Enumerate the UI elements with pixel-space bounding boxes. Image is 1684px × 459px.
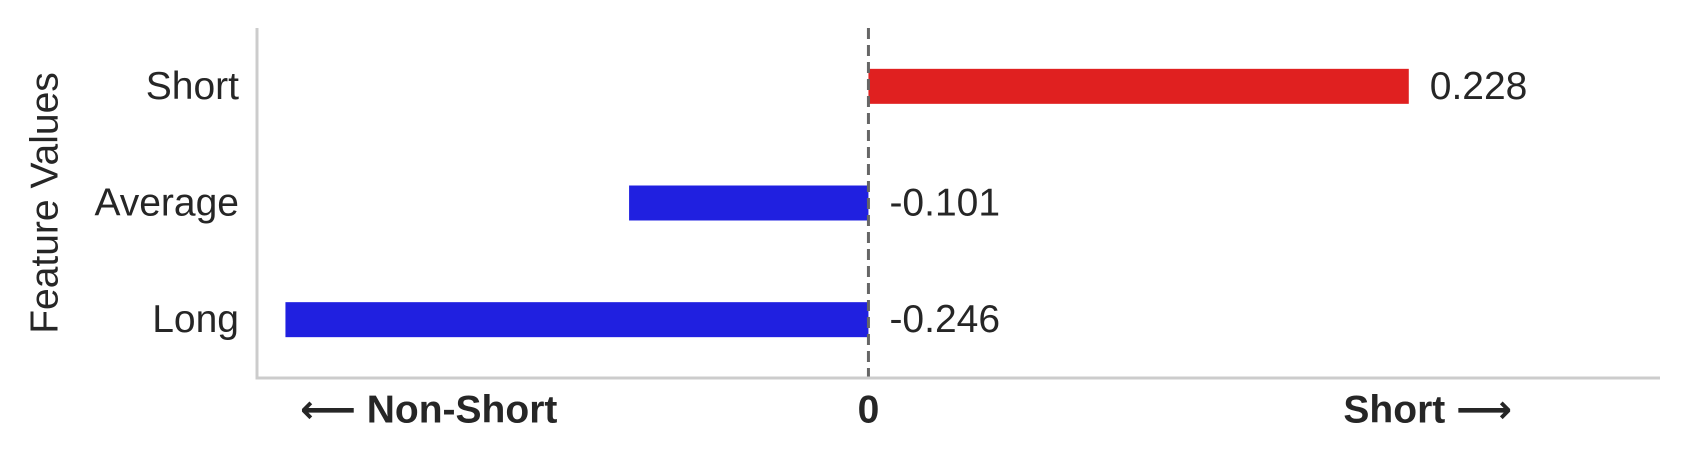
y-tick-label-long: Long: [152, 298, 239, 341]
y-tick-label-average: Average: [94, 182, 239, 225]
x-label-zero: 0: [858, 389, 880, 432]
value-label-short: 0.228: [1430, 65, 1528, 108]
x-label-short: Short ⟶: [1343, 389, 1512, 432]
x-label-non-short: ⟵ Non-Short: [300, 389, 557, 432]
value-label-average: -0.101: [889, 182, 1000, 225]
bar-average: [629, 185, 869, 221]
value-labels: 0.228 -0.101 -0.246: [889, 65, 1527, 341]
value-label-long: -0.246: [889, 298, 1000, 341]
y-tick-label-short: Short: [146, 65, 239, 108]
bar-long: [285, 302, 869, 338]
bar-short: [868, 68, 1409, 104]
bars-layer: [285, 68, 1409, 338]
y-axis-title: Feature Values: [24, 72, 67, 334]
y-tick-labels: Short Average Long: [94, 65, 239, 341]
